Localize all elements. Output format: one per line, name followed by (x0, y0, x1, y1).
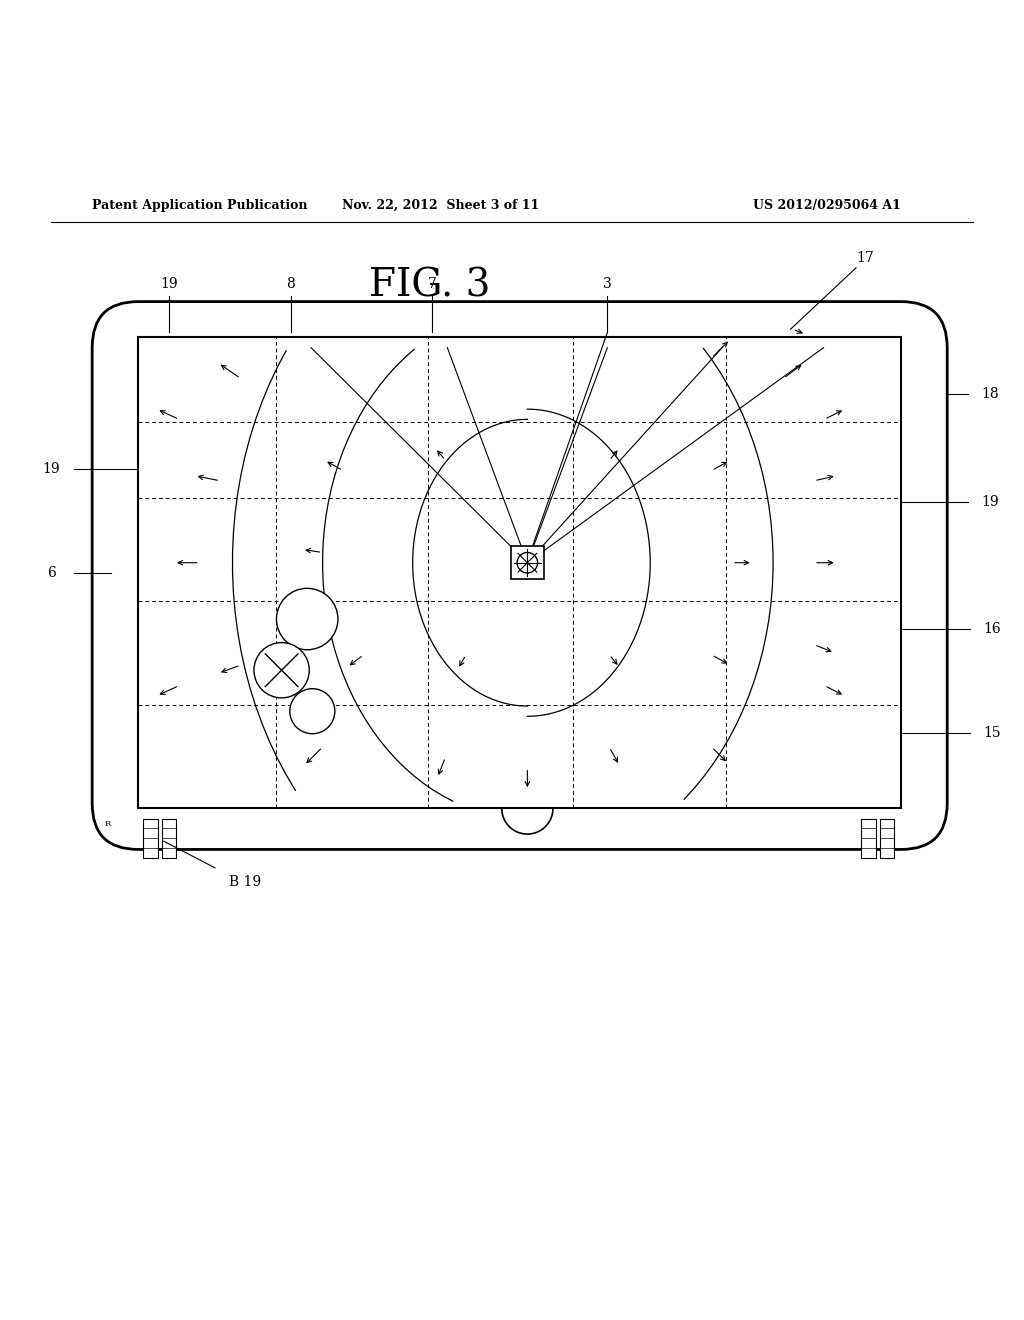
Circle shape (276, 589, 338, 649)
Text: 6: 6 (47, 566, 55, 579)
Text: 15: 15 (983, 726, 1001, 741)
Bar (162, 818, 176, 858)
Text: R: R (104, 820, 111, 828)
Text: 19: 19 (981, 495, 999, 510)
Bar (143, 818, 158, 858)
Text: FIG. 3: FIG. 3 (370, 268, 490, 305)
Circle shape (517, 553, 538, 573)
Text: US 2012/0295064 A1: US 2012/0295064 A1 (754, 199, 901, 211)
FancyBboxPatch shape (92, 301, 947, 850)
Text: Patent Application Publication: Patent Application Publication (92, 199, 307, 211)
Bar (861, 818, 876, 858)
Circle shape (254, 643, 309, 698)
Text: 16: 16 (983, 623, 1001, 636)
Circle shape (290, 689, 335, 734)
Text: 8: 8 (287, 277, 295, 292)
Text: 19: 19 (160, 277, 177, 292)
Text: 18: 18 (981, 387, 999, 401)
Text: 17: 17 (856, 251, 874, 264)
Text: Nov. 22, 2012  Sheet 3 of 11: Nov. 22, 2012 Sheet 3 of 11 (342, 199, 539, 211)
Text: 3: 3 (603, 277, 611, 292)
Bar (880, 818, 894, 858)
Text: 19: 19 (42, 462, 60, 477)
Text: B 19: B 19 (229, 875, 261, 890)
Bar (138, 338, 901, 808)
Text: 7: 7 (427, 277, 436, 292)
Bar (511, 546, 544, 579)
